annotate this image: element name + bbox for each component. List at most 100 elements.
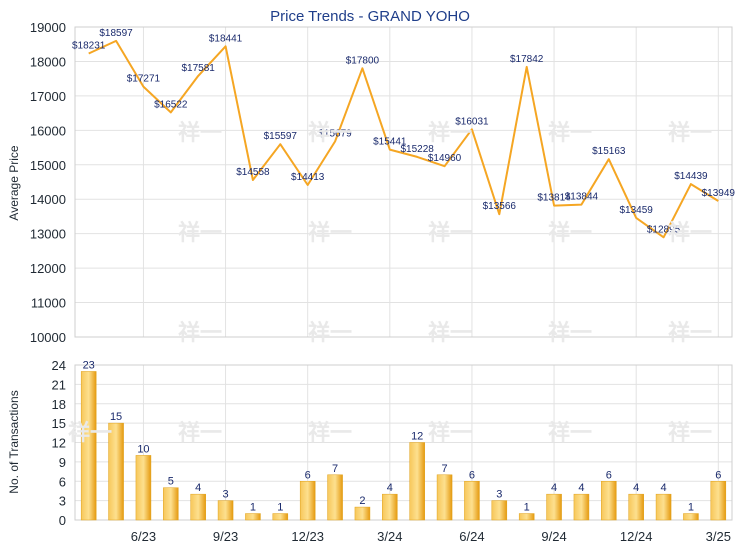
price-y-tick-label: 12000	[30, 261, 66, 276]
transaction-bar-label: 4	[633, 482, 639, 494]
watermark-text: 祥一	[428, 420, 472, 446]
transaction-bar	[464, 481, 480, 521]
transaction-bar	[245, 513, 261, 521]
transaction-bar	[546, 493, 562, 521]
transaction-bar	[135, 455, 152, 521]
price-plot-area	[75, 27, 732, 337]
transaction-bar	[108, 422, 124, 521]
transaction-bar	[710, 481, 727, 521]
price-y-tick-label: 17000	[30, 89, 66, 104]
transaction-bar-label: 4	[387, 482, 393, 494]
price-data-label: $18231	[72, 40, 106, 51]
transaction-bar-label: 2	[359, 495, 365, 507]
transaction-bar	[573, 493, 590, 521]
transaction-bar-label: 1	[524, 502, 530, 514]
price-data-label: $13459	[620, 205, 654, 216]
transaction-bar	[628, 493, 644, 521]
price-data-label: $14439	[674, 171, 708, 182]
x-axis-date-label: 3/25	[706, 529, 731, 544]
transaction-bar	[190, 493, 206, 521]
chart-title: Price Trends - GRAND YOHO	[270, 8, 470, 25]
transaction-bar-label: 23	[83, 359, 95, 371]
watermark-text: 祥一	[668, 320, 712, 346]
transaction-bar	[382, 493, 398, 521]
watermark-text: 祥一	[428, 220, 472, 246]
transaction-bar-label: 1	[250, 502, 256, 514]
transaction-bar	[436, 474, 453, 521]
price-data-label: $13844	[565, 192, 599, 203]
price-y-tick-label: 10000	[30, 330, 66, 345]
price-y-tick-label: 14000	[30, 192, 66, 207]
price-data-label: $15228	[401, 144, 435, 155]
watermark-text: 祥一	[548, 420, 592, 446]
transaction-bar-label: 4	[578, 482, 584, 494]
transaction-bar	[354, 506, 371, 521]
transaction-bar-label: 7	[332, 463, 338, 475]
watermark-text: 祥一	[178, 420, 222, 446]
price-data-label: $12895	[647, 224, 681, 235]
watermark-text: 祥一	[428, 120, 472, 146]
transaction-bar	[683, 513, 699, 521]
x-axis-date-label: 9/23	[213, 529, 238, 544]
x-axis-date-label: 12/23	[291, 529, 324, 544]
transaction-bar	[327, 474, 343, 521]
watermark-text: 祥一	[308, 420, 352, 446]
watermark-text: 祥一	[668, 220, 712, 246]
transaction-bar-label: 6	[715, 469, 721, 481]
transactions-y-tick-label: 12	[52, 436, 66, 451]
transaction-bar	[272, 513, 289, 521]
transaction-bar	[299, 481, 316, 521]
price-data-label: $17271	[127, 74, 161, 85]
watermark-text: 祥一	[668, 420, 712, 446]
watermark-text: 祥一	[548, 320, 592, 346]
price-data-label: $15597	[264, 131, 298, 142]
transaction-bar-label: 4	[661, 482, 667, 494]
price-y-tick-label: 15000	[30, 158, 66, 173]
transaction-bar-label: 6	[305, 469, 311, 481]
transactions-y-tick-label: 9	[59, 455, 66, 470]
price-data-label: $16522	[154, 99, 188, 110]
transaction-bar	[217, 500, 234, 521]
transactions-y-tick-label: 6	[59, 474, 66, 489]
transaction-bar-label: 12	[411, 431, 423, 443]
x-axis-date-label: 6/24	[459, 529, 484, 544]
transaction-bar-label: 3	[223, 489, 229, 501]
transaction-bar	[655, 493, 672, 521]
transaction-bar-label: 4	[195, 482, 201, 494]
transaction-bar-label: 6	[606, 469, 612, 481]
transaction-bar	[518, 513, 535, 521]
price-series-line	[88, 39, 719, 239]
price-data-label: $15441	[373, 137, 407, 148]
transaction-bar	[163, 487, 179, 521]
price-data-label: $17581	[182, 63, 216, 74]
transactions-y-tick-label: 0	[59, 513, 66, 528]
price-data-label: $13814	[537, 193, 571, 204]
price-y-tick-label: 11000	[31, 296, 66, 311]
price-y-tick-label: 18000	[30, 54, 66, 69]
x-axis-date-label: 6/23	[131, 529, 156, 544]
price-y-tick-label: 16000	[30, 123, 66, 138]
transaction-bar-label: 1	[277, 502, 283, 514]
price-data-label: $13949	[702, 188, 736, 199]
price-data-label: $15163	[592, 146, 626, 157]
watermark-text: 祥一	[308, 320, 352, 346]
transactions-y-tick-label: 18	[52, 397, 66, 412]
transaction-bar-label: 6	[469, 469, 475, 481]
watermark-text: 祥一	[308, 220, 352, 246]
price-data-label: $18597	[99, 28, 133, 39]
price-plot-border	[74, 26, 733, 338]
watermark-text: 祥一	[178, 320, 222, 346]
price-data-label: $13566	[483, 201, 517, 212]
transaction-bar	[80, 371, 97, 521]
transactions-y-tick-label: 21	[52, 377, 66, 392]
price-y-tick-label: 13000	[30, 227, 66, 242]
price-data-label: $16031	[455, 116, 489, 127]
price-data-label: $15679	[318, 128, 352, 139]
transactions-y-tick-label: 3	[59, 494, 66, 509]
transactions-y-axis-label: No. of Transactions	[7, 390, 21, 493]
price-data-label: $17842	[510, 54, 544, 65]
watermark-text: 祥一	[68, 420, 112, 446]
price-data-label: $14960	[428, 153, 462, 164]
